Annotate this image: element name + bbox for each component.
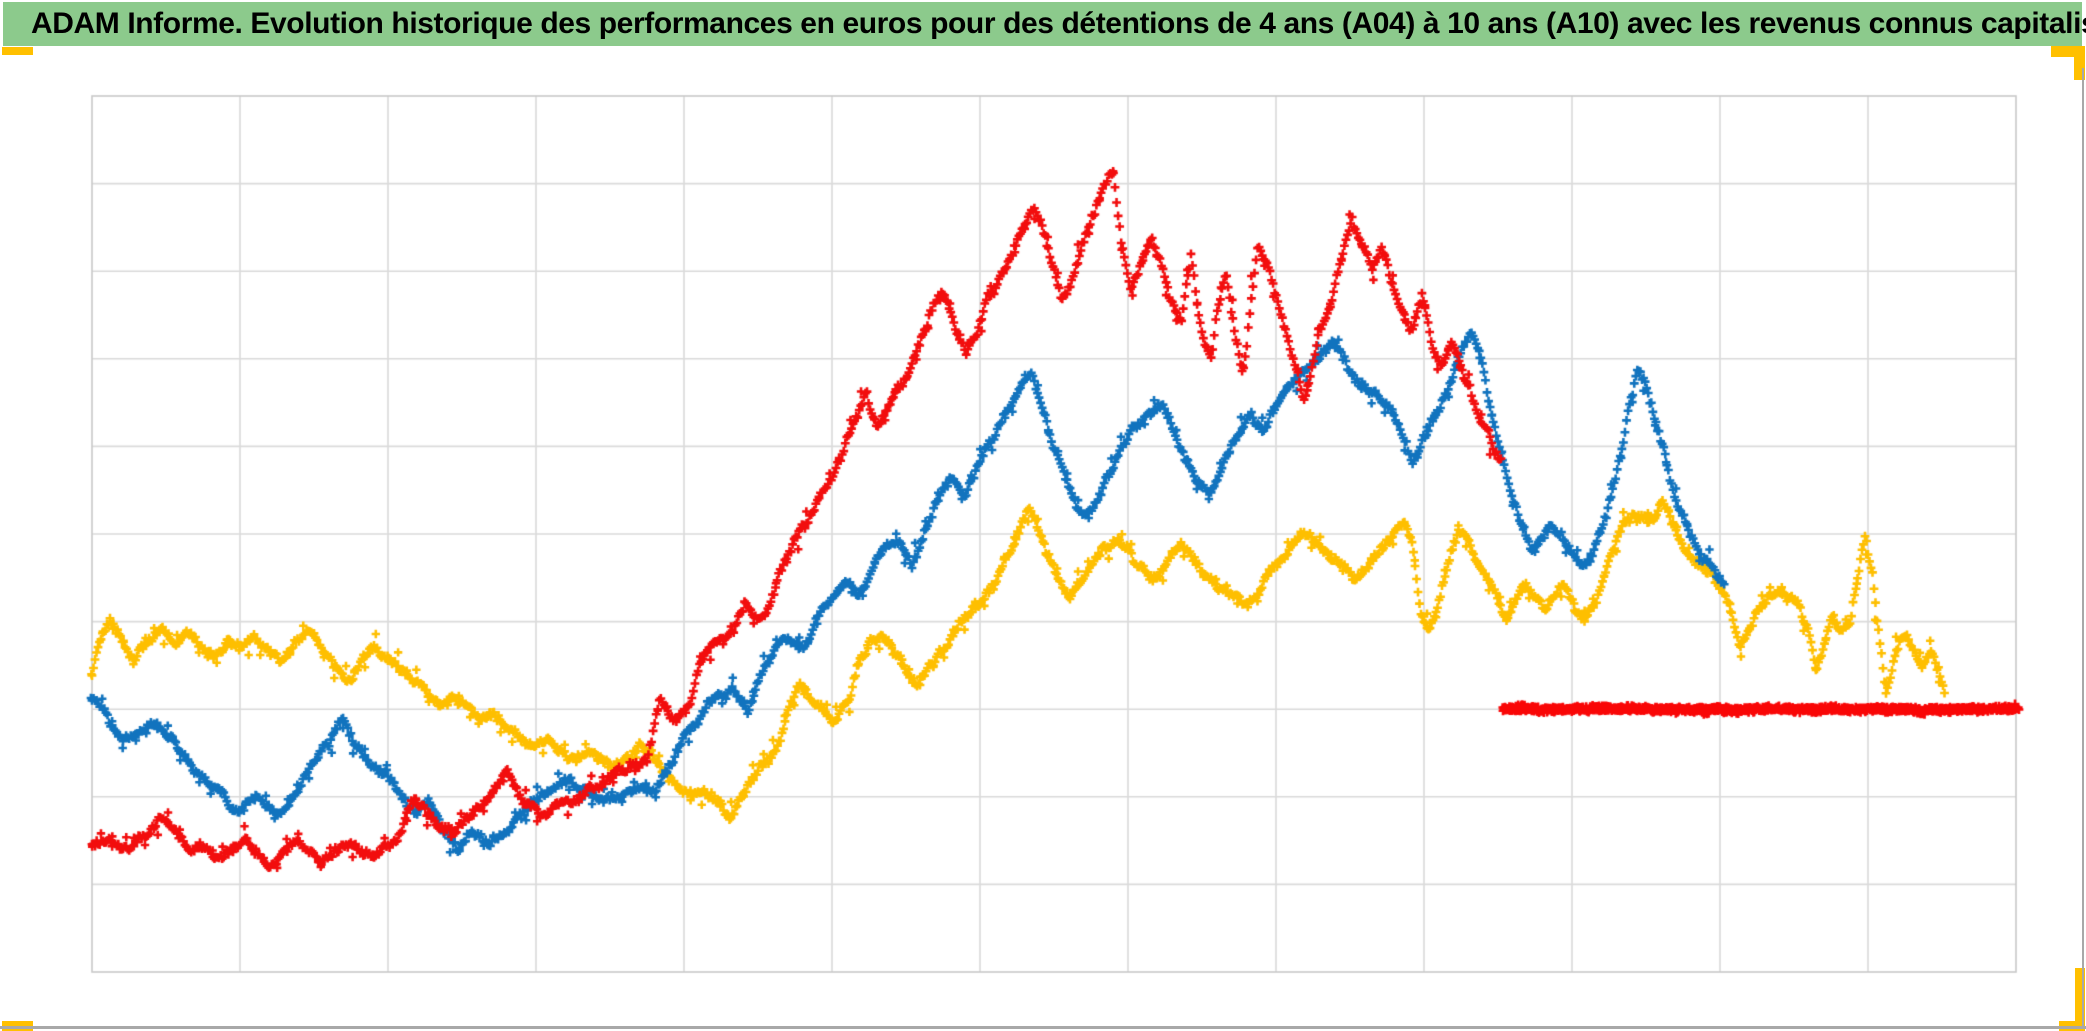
corner-mark-top-right-icon — [2051, 46, 2085, 80]
right-edge-divider — [2082, 68, 2084, 1026]
bottom-edge-divider — [0, 1026, 2086, 1029]
title-bar: ADAM Informe. Evolution historique des p… — [3, 2, 2086, 46]
page-title: ADAM Informe. Evolution historique des p… — [31, 7, 2086, 40]
corner-mark-top-left-icon — [2, 47, 33, 55]
